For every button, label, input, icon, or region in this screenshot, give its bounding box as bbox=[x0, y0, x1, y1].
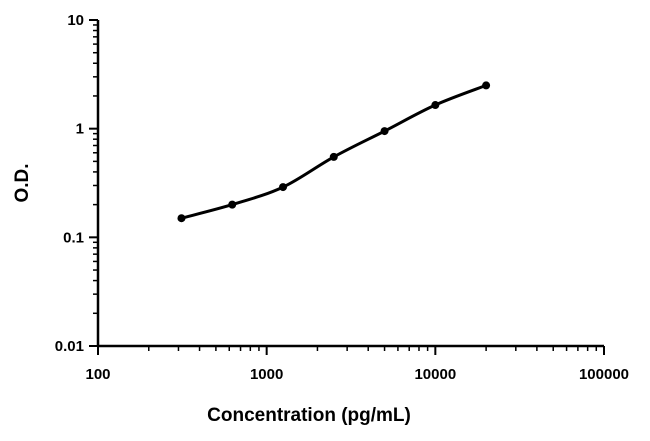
data-point bbox=[431, 101, 440, 110]
x-axis-title: Concentration (pg/mL) bbox=[207, 405, 411, 426]
y-tick-label: 0.01 bbox=[55, 338, 84, 355]
x-tick-label: 10000 bbox=[414, 366, 456, 383]
data-points bbox=[177, 81, 491, 223]
y-tick-label: 0.1 bbox=[63, 229, 84, 246]
x-tick-label: 100000 bbox=[579, 366, 629, 383]
y-axis-ticks bbox=[89, 19, 98, 347]
y-axis-title: O.D. bbox=[12, 163, 33, 202]
y-axis-tick-labels: 0.01 0.1 1 10 bbox=[55, 12, 84, 355]
standard-curve-line bbox=[180, 83, 488, 220]
data-point bbox=[329, 152, 338, 161]
y-tick-label: 1 bbox=[76, 121, 84, 138]
y-tick-label: 10 bbox=[67, 12, 84, 29]
x-axis-tick-labels: 100 1000 10000 100000 bbox=[85, 366, 629, 383]
axes bbox=[96, 20, 604, 348]
data-point bbox=[482, 81, 491, 90]
data-point bbox=[228, 200, 237, 209]
data-point bbox=[177, 214, 186, 223]
data-point bbox=[380, 127, 389, 136]
x-tick-label: 1000 bbox=[250, 366, 283, 383]
x-axis-ticks bbox=[97, 346, 605, 355]
x-tick-label: 100 bbox=[85, 366, 110, 383]
data-point bbox=[279, 183, 288, 192]
